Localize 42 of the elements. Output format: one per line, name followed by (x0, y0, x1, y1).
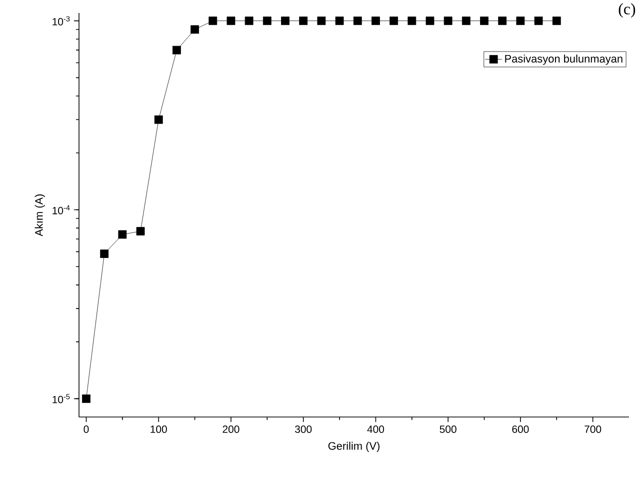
point (408, 16, 416, 26)
point (480, 16, 488, 26)
point (299, 16, 308, 26)
point (534, 16, 543, 26)
point (353, 16, 362, 26)
point (82, 394, 90, 403)
x-tick-label: 100 (150, 426, 167, 433)
x-tick-label: 700 (584, 426, 602, 433)
point (335, 16, 344, 26)
point (118, 230, 127, 239)
x-tick-label: 600 (512, 426, 529, 433)
point (172, 46, 181, 54)
point (244, 16, 254, 26)
x-tick-label: 400 (367, 426, 384, 433)
point (154, 115, 163, 124)
y-tick-label: 10$^{-3}$ (52, 16, 70, 26)
point (426, 16, 434, 26)
x-tick-label: 300 (295, 426, 312, 433)
point (208, 16, 218, 26)
point (226, 16, 236, 26)
point (136, 227, 145, 236)
point (281, 16, 290, 26)
y-tick-label: 10$^{-4}$ (52, 205, 70, 214)
point (444, 16, 452, 26)
point (552, 16, 561, 26)
point (262, 16, 272, 26)
x-axis-title: Gerilim (V) (328, 442, 380, 452)
point (372, 16, 380, 26)
point (462, 16, 470, 26)
legend-label: Pasivasyon bulunmayan (505, 54, 622, 65)
x-tick-label: 0 (84, 426, 89, 433)
point (516, 16, 525, 26)
y-tick-label: 10$^{-5}$ (52, 394, 70, 404)
point (190, 25, 199, 34)
x-tick-label: 500 (440, 426, 456, 433)
point (317, 16, 326, 26)
annotation: (c) (618, 3, 636, 18)
point (498, 16, 507, 26)
y-axis-title: Akım (A) (34, 194, 45, 236)
x-tick-label: 200 (222, 426, 240, 433)
point (100, 250, 109, 258)
point (390, 16, 398, 26)
